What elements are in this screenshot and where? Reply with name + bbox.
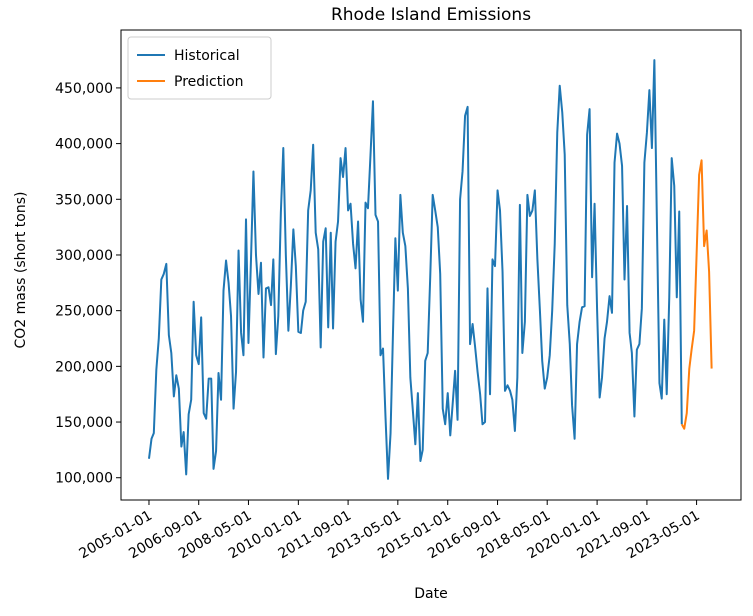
y-tick-label: 100,000 [55, 471, 113, 487]
y-tick-label: 350,000 [55, 192, 113, 208]
x-axis-label: Date [414, 586, 447, 602]
legend-label: Prediction [174, 74, 244, 90]
y-tick-label: 450,000 [55, 81, 113, 97]
legend-label: Historical [174, 48, 240, 64]
y-tick-label: 150,000 [55, 415, 113, 431]
y-tick-label: 200,000 [55, 359, 113, 375]
legend-box [127, 36, 272, 100]
plot-frame [120, 29, 742, 501]
series-line [680, 159, 713, 430]
y-tick-label: 250,000 [55, 304, 113, 320]
y-axis-label: CO2 mass (short tons) [13, 192, 29, 349]
series-line [147, 59, 683, 480]
chart-title: Rhode Island Emissions [331, 5, 531, 25]
y-tick-label: 300,000 [55, 248, 113, 264]
y-tick-label: 400,000 [55, 137, 113, 153]
